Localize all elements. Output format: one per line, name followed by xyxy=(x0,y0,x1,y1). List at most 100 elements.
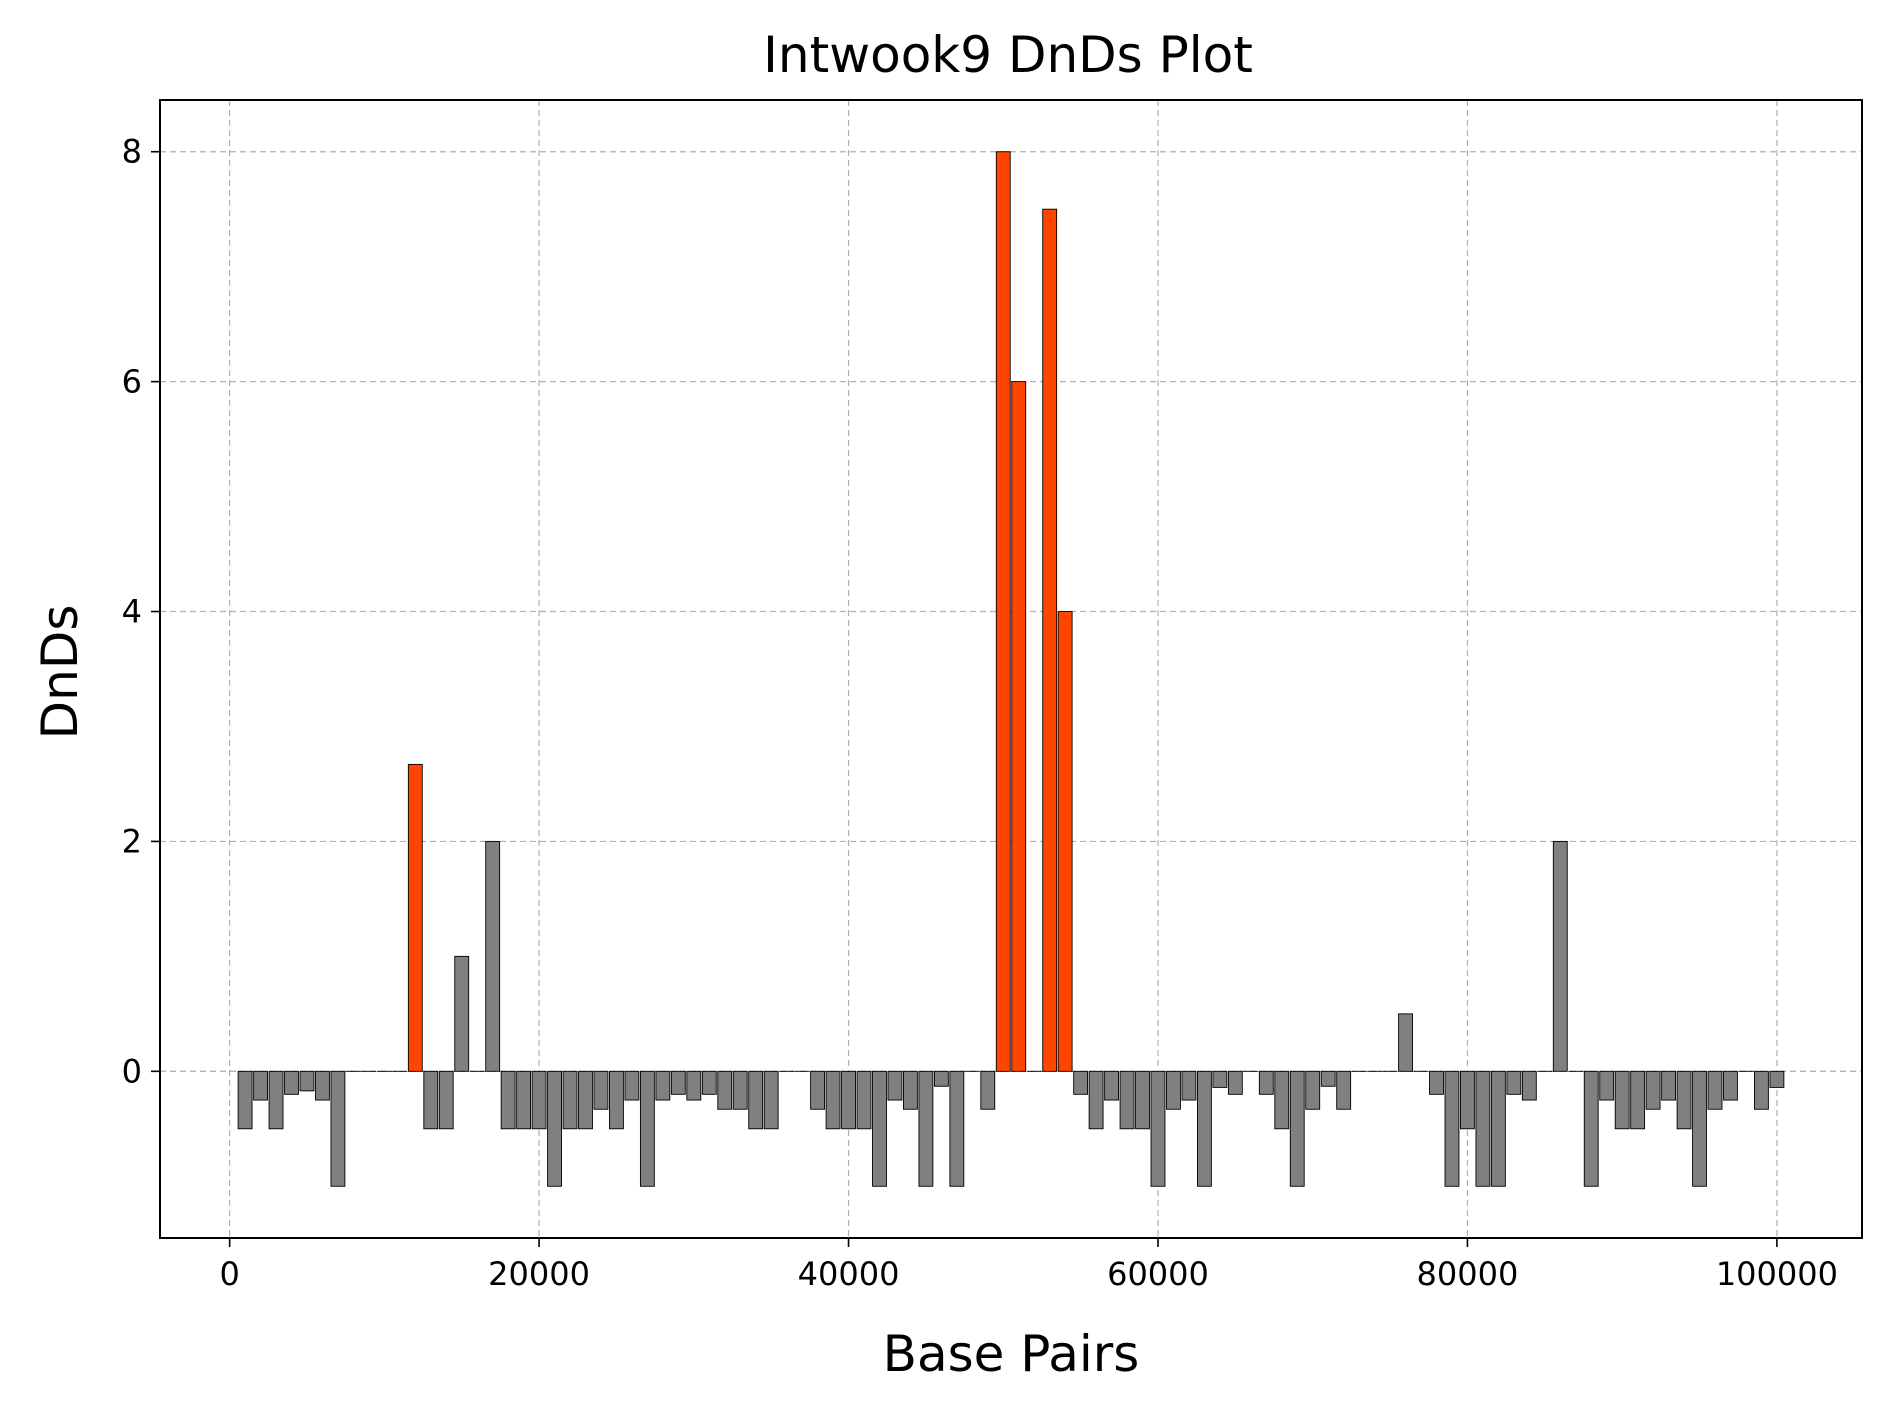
bar xyxy=(887,1070,903,1101)
bar xyxy=(670,1070,686,1095)
bar xyxy=(1475,1070,1491,1187)
bar xyxy=(810,1070,826,1110)
chart-title: Intwook9 DnDs Plot xyxy=(763,26,1253,84)
bars xyxy=(237,151,1785,1187)
y-tick-label: 8 xyxy=(122,133,142,171)
bar xyxy=(1057,611,1073,1072)
bar xyxy=(763,1070,779,1130)
bar xyxy=(825,1070,841,1130)
bar xyxy=(1212,1070,1228,1088)
bar xyxy=(562,1070,578,1130)
bar xyxy=(1042,208,1058,1072)
bar xyxy=(516,1070,532,1130)
bar xyxy=(1506,1070,1522,1095)
bar xyxy=(856,1070,872,1130)
x-tick-label: 20000 xyxy=(488,1255,590,1293)
bar xyxy=(1599,1070,1615,1101)
bar xyxy=(578,1070,593,1130)
bar xyxy=(1661,1070,1677,1101)
bar xyxy=(841,1070,856,1130)
bar xyxy=(593,1070,609,1110)
x-axis-title: Base Pairs xyxy=(883,1325,1140,1383)
bar xyxy=(732,1070,748,1110)
x-tick-label: 60000 xyxy=(1107,1255,1209,1293)
y-axis-ticks: 0 2 4 6 8 xyxy=(122,133,160,1090)
bar xyxy=(237,1070,253,1130)
bar xyxy=(1614,1070,1630,1130)
bar xyxy=(1583,1070,1599,1187)
bar xyxy=(1104,1070,1119,1101)
bar xyxy=(1289,1070,1305,1187)
plot-frame xyxy=(159,99,1863,1239)
bar xyxy=(1552,840,1568,1072)
bar xyxy=(1490,1070,1506,1187)
x-axis-ticks: 0 20000 40000 60000 80000 100000 xyxy=(219,1238,1838,1293)
bar xyxy=(547,1070,562,1187)
bar xyxy=(1769,1070,1785,1088)
bar xyxy=(500,1070,516,1130)
x-tick-label: 40000 xyxy=(798,1255,900,1293)
bar xyxy=(1150,1070,1166,1187)
bar xyxy=(1181,1070,1197,1101)
y-tick-label: 2 xyxy=(122,822,142,860)
x-tick-label: 100000 xyxy=(1716,1255,1838,1293)
y-tick-label: 6 xyxy=(122,363,142,401)
bar xyxy=(903,1070,918,1110)
bar xyxy=(717,1070,733,1110)
bar xyxy=(253,1070,268,1101)
bar xyxy=(1521,1070,1537,1101)
bar xyxy=(438,1070,454,1130)
x-tick-label: 80000 xyxy=(1417,1255,1519,1293)
bar xyxy=(1444,1070,1460,1187)
bar xyxy=(872,1070,887,1187)
bar xyxy=(1119,1070,1135,1130)
bar xyxy=(748,1070,764,1130)
bar xyxy=(1011,381,1027,1072)
bar xyxy=(995,151,1011,1072)
bar xyxy=(1227,1070,1243,1095)
bar xyxy=(1088,1070,1104,1130)
bar xyxy=(1630,1070,1646,1130)
bar xyxy=(1073,1070,1089,1095)
bar xyxy=(454,955,470,1072)
bar xyxy=(330,1070,346,1187)
y-tick-label: 4 xyxy=(122,593,142,631)
bar xyxy=(299,1070,315,1092)
y-tick-label: 0 xyxy=(122,1052,142,1090)
bar xyxy=(1320,1070,1336,1087)
bar xyxy=(639,1070,655,1187)
bar xyxy=(1707,1070,1723,1110)
bar xyxy=(1460,1070,1475,1130)
bar xyxy=(949,1070,965,1187)
bar xyxy=(624,1070,640,1101)
y-axis-title: DnDs xyxy=(31,605,89,740)
bar xyxy=(531,1070,547,1130)
bar xyxy=(1645,1070,1661,1110)
bar xyxy=(1429,1070,1444,1095)
bar xyxy=(1196,1070,1212,1187)
bar xyxy=(1676,1070,1692,1130)
bar xyxy=(655,1070,671,1101)
x-tick-label: 0 xyxy=(219,1255,239,1293)
bar xyxy=(1135,1070,1150,1130)
bar xyxy=(1754,1070,1769,1110)
bar xyxy=(701,1070,717,1095)
bar xyxy=(268,1070,284,1130)
bar xyxy=(485,840,501,1072)
bar xyxy=(686,1070,702,1101)
bar xyxy=(315,1070,330,1101)
bar xyxy=(1274,1070,1290,1130)
bar xyxy=(423,1070,439,1130)
bar xyxy=(1336,1070,1352,1110)
bar xyxy=(1166,1070,1181,1110)
bar xyxy=(1723,1070,1738,1101)
bar xyxy=(284,1070,299,1095)
bar xyxy=(1305,1070,1321,1110)
bar xyxy=(609,1070,624,1130)
bar xyxy=(933,1070,949,1087)
bar xyxy=(980,1070,996,1110)
bar xyxy=(1692,1070,1707,1187)
bar xyxy=(407,763,423,1072)
